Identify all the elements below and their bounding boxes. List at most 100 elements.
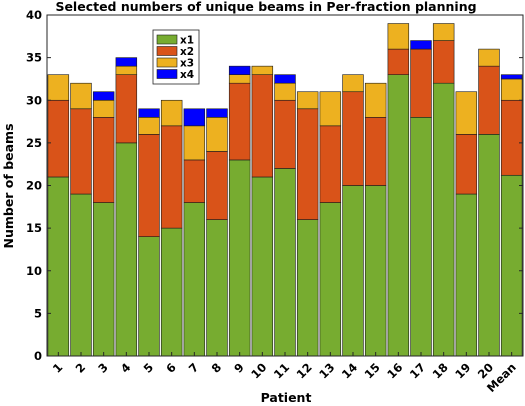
x-tick-label: 13 (316, 360, 337, 381)
y-tick-label: 5 (34, 306, 42, 320)
bar-x3-patient-16 (387, 23, 410, 50)
bar-x2-patient-15 (364, 117, 387, 186)
y-axis-label: Number of beams (1, 123, 16, 248)
bar-x1-patient-15 (364, 185, 387, 357)
bar-x3-patient-15 (364, 82, 387, 118)
bar-x2-patient-1 (47, 99, 70, 178)
x-tick-label: 2 (73, 360, 89, 376)
bar-x3-patient-5 (138, 117, 160, 135)
bar-x2-patient-2 (70, 108, 92, 195)
bar-x1-patient-17 (410, 117, 432, 357)
x-tick-label: 5 (141, 360, 157, 376)
y-tick-label: 10 (26, 264, 42, 278)
bars-layer (47, 23, 523, 357)
bar-x2-patient-6 (160, 125, 183, 229)
bar-x2-patient-9 (228, 82, 251, 161)
bar-x3-patient-13 (319, 91, 342, 127)
x-tick-label: 3 (95, 360, 111, 376)
x-tick-label: 6 (163, 360, 179, 376)
legend-swatch-x4 (156, 69, 178, 79)
x-tick-label: 9 (231, 360, 247, 376)
x-tick-label: 19 (452, 360, 473, 381)
x-tick-label: 18 (430, 360, 451, 381)
bar-x1-patient-4 (115, 142, 138, 357)
bar-x3-patient-14 (342, 74, 364, 93)
bar-x1-patient-2 (70, 193, 92, 357)
bar-x1-patient-11 (274, 168, 296, 357)
bar-x1-patient-10 (251, 176, 274, 357)
bar-x4-patient-5 (138, 108, 160, 118)
bar-x1-patient-Mean (500, 174, 523, 357)
bar-x1-patient-13 (319, 202, 342, 357)
legend-label-x1: x1 (180, 35, 194, 47)
x-tick-label: 15 (362, 360, 383, 381)
bar-x3-patient-9 (228, 74, 251, 84)
x-tick-label: 14 (339, 360, 360, 381)
x-tick-label: 11 (271, 360, 292, 381)
bar-x2-patient-7 (183, 159, 206, 203)
x-tick-label: 7 (186, 360, 202, 376)
bar-x2-patient-17 (410, 48, 432, 118)
legend-swatch-x2 (156, 46, 178, 56)
bar-x2-patient-5 (138, 134, 160, 237)
bar-x3-patient-11 (274, 82, 296, 101)
bar-x1-patient-9 (228, 159, 251, 357)
bar-x1-patient-14 (342, 185, 364, 357)
bar-x2-patient-Mean (500, 99, 523, 176)
chart-title: Selected numbers of unique beams in Per-… (55, 0, 476, 14)
y-tick-label: 30 (26, 93, 42, 107)
bar-x1-patient-12 (296, 219, 319, 357)
bar-x2-patient-13 (319, 125, 342, 203)
legend-label-x3: x3 (180, 58, 194, 70)
x-axis-label: Patient (261, 390, 312, 405)
bar-x2-patient-3 (92, 117, 115, 203)
y-tick-label: 0 (34, 349, 42, 363)
bar-x1-patient-8 (206, 219, 228, 357)
y-tick-label: 35 (26, 51, 42, 65)
y-ticks: 0 5 10 15 20 25 30 35 40 (26, 8, 523, 363)
bar-x1-patient-20 (478, 134, 500, 357)
bar-x3-patient-20 (478, 48, 500, 67)
bar-x4-patient-8 (206, 108, 228, 118)
bar-x1-patient-6 (160, 227, 183, 357)
x-tick-label: 8 (209, 360, 225, 376)
bar-x3-patient-10 (251, 65, 274, 75)
x-tick-label: 10 (248, 360, 269, 381)
bar-x2-patient-4 (115, 74, 138, 144)
bar-x1-patient-3 (92, 202, 115, 357)
bar-x4-patient-4 (115, 57, 138, 67)
bar-x4-patient-Mean (500, 74, 523, 80)
legend-swatch-x1 (156, 34, 178, 45)
bar-x3-patient-18 (432, 23, 455, 41)
bar-x2-patient-8 (206, 151, 228, 220)
x-tick-label: 12 (294, 360, 315, 381)
bar-x3-patient-1 (47, 74, 70, 101)
x-tick-label: 16 (384, 360, 405, 381)
y-tick-label: 25 (26, 136, 42, 150)
bar-x3-patient-8 (206, 117, 228, 152)
bar-x3-patient-19 (455, 91, 478, 135)
legend-label-x4: x4 (180, 69, 194, 81)
bar-x2-patient-16 (387, 48, 410, 75)
y-tick-label: 20 (26, 179, 42, 193)
bar-x2-patient-14 (342, 91, 364, 186)
y-tick-label: 15 (26, 221, 42, 235)
bar-x1-patient-5 (138, 236, 160, 357)
bar-x4-patient-3 (92, 91, 115, 101)
y-tick-label: 40 (26, 8, 42, 22)
bar-x2-patient-10 (251, 74, 274, 178)
bar-x4-patient-17 (410, 40, 432, 50)
bar-x2-patient-12 (296, 108, 319, 220)
bar-x1-patient-16 (387, 74, 410, 357)
plot-frame (46, 14, 524, 357)
bar-x1-patient-18 (432, 82, 455, 357)
bar-x1-patient-1 (47, 176, 70, 357)
bar-x4-patient-11 (274, 74, 296, 84)
bar-x2-patient-19 (455, 134, 478, 195)
bar-x3-patient-4 (115, 65, 138, 75)
bar-x3-patient-3 (92, 99, 115, 118)
bar-x3-patient-7 (183, 125, 206, 161)
